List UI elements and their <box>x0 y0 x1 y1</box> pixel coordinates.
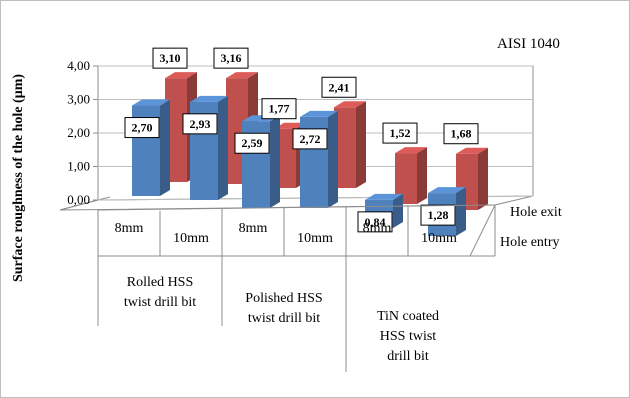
y-tick-label: 4,00 <box>67 58 90 73</box>
data-label-hole-entry: 0,84 <box>357 211 393 233</box>
svg-text:3,10: 3,10 <box>160 51 181 65</box>
chart-title: AISI 1040 <box>497 36 560 52</box>
group-label: TiN coated <box>377 309 439 324</box>
group-label: twist drill bit <box>124 295 196 310</box>
data-label-hole-exit: 1,52 <box>382 122 418 144</box>
data-label-hole-exit: 1,77 <box>261 98 297 120</box>
svg-text:2,93: 2,93 <box>190 117 211 131</box>
data-label-hole-entry: 2,70 <box>124 117 160 139</box>
bar-hole-entry <box>132 99 170 196</box>
group-labels: Rolled HSS twist drill bit Polished HSS twi… <box>124 275 439 364</box>
subcategory-label: 8mm <box>239 221 268 236</box>
group-label: HSS twist <box>380 329 437 344</box>
y-tick-label: 0,00 <box>67 192 90 207</box>
svg-text:1,28: 1,28 <box>428 208 449 222</box>
legend: Hole entry Hole exit <box>500 205 562 250</box>
data-label-hole-exit: 1,68 <box>443 123 479 145</box>
legend-entry: Hole entry <box>500 235 559 250</box>
data-label-hole-entry: 2,59 <box>234 132 270 154</box>
bar-hole-exit <box>395 147 427 204</box>
group-label: drill bit <box>387 349 429 364</box>
svg-text:2,72: 2,72 <box>300 132 321 146</box>
subcategory-labels: 8mm 10mm 8mm 10mm 8mm 10mm <box>115 221 457 246</box>
subcategory-label: 10mm <box>421 231 457 246</box>
legend-entry: Hole exit <box>510 205 562 220</box>
y-tick-label: 2,00 <box>67 125 90 140</box>
data-label-hole-entry: 2,72 <box>292 128 328 150</box>
group-label: Rolled HSS <box>127 275 194 290</box>
svg-text:2,59: 2,59 <box>242 136 263 150</box>
y-axis-base <box>59 199 99 211</box>
data-label-hole-entry: 2,93 <box>182 113 218 135</box>
group-label: Polished HSS <box>245 291 322 306</box>
bar-hole-entry <box>190 95 228 200</box>
category-table <box>97 204 496 372</box>
subcategory-label: 8mm <box>115 221 144 236</box>
subcategory-label: 8mm <box>363 221 392 236</box>
y-axis-label: Surface roughness of the hole (µm) <box>11 74 26 282</box>
data-label-hole-exit: 3,16 <box>213 47 249 69</box>
svg-text:2,41: 2,41 <box>329 80 350 94</box>
svg-text:1,52: 1,52 <box>390 126 411 140</box>
data-label-hole-exit: 2,41 <box>321 76 357 98</box>
subcategory-label: 10mm <box>173 231 209 246</box>
svg-text:1,77: 1,77 <box>269 102 290 116</box>
svg-text:2,70: 2,70 <box>132 121 153 135</box>
y-tick-label: 1,00 <box>67 159 90 174</box>
group-label: twist drill bit <box>248 311 320 326</box>
y-tick-labels: 0,00 1,00 2,00 3,00 4,00 <box>67 58 90 207</box>
svg-text:3,16: 3,16 <box>221 51 242 65</box>
bar-hole-exit <box>334 101 366 188</box>
subcategory-label: 10mm <box>297 231 333 246</box>
data-labels: 3,10 2,70 3,16 2,93 1,77 2,59 2,41 2,72 1,52 0,84… <box>124 47 479 233</box>
bar-hole-entry <box>300 110 338 208</box>
y-tick-label: 3,00 <box>67 92 90 107</box>
svg-text:1,68: 1,68 <box>451 127 472 141</box>
bar-hole-entry <box>242 115 280 208</box>
data-label-hole-exit: 3,10 <box>152 47 188 69</box>
data-label-hole-entry: 1,28 <box>420 204 456 226</box>
svg-text:0,84: 0,84 <box>365 215 386 229</box>
